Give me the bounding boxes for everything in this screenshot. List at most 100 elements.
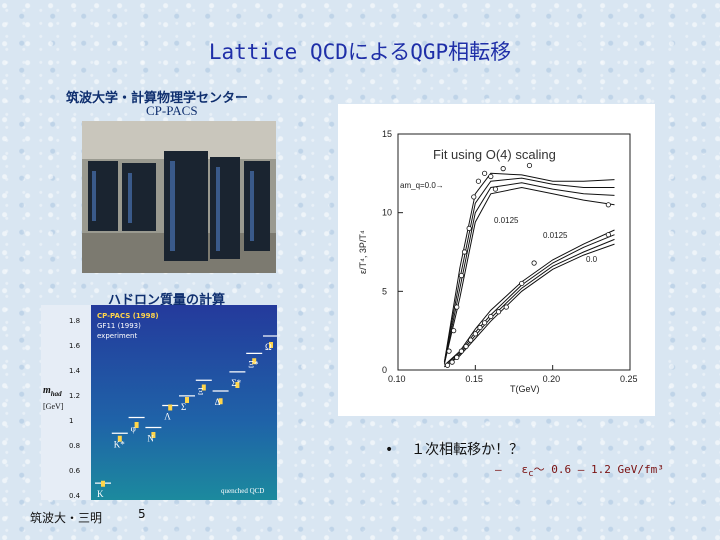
eos-data-point-upper <box>526 162 533 169</box>
sub-bullet-dash: – <box>495 463 502 476</box>
eos-data-point-upper <box>458 273 465 279</box>
computer-room-photo <box>82 121 276 273</box>
eos-series-line <box>444 229 615 366</box>
hadron-chart-plot-area <box>91 305 277 500</box>
eos-data-point-upper <box>605 202 611 208</box>
eos-data-point-lower <box>454 354 460 361</box>
hadron-particle-label: φ <box>131 424 136 434</box>
footer-author: 筑波大・三明 <box>30 511 103 525</box>
hadron-ytick-label: 1.4 <box>69 367 81 375</box>
eos-xtick-label: 0.10 <box>388 374 406 384</box>
hadron-mass-chart: mhad [GeV] 1.8 1.6 1.4 1.2 1 0.8 0.6 0.4 CP-PAC… <box>41 305 279 500</box>
hadron-cppacs-mark <box>151 432 156 438</box>
hadron-cppacs-mark <box>269 342 273 348</box>
eos-annotation-amq: am_q=0.0→ <box>400 181 444 190</box>
eos-plot-title: Fit using O(4) scaling <box>433 147 556 162</box>
eos-xtick-label: 0.20 <box>543 374 561 384</box>
eos-annotation-zero: 0.0 <box>586 255 598 264</box>
hadron-legend-gf11: GF11 (1993) <box>97 322 141 330</box>
eos-annotation-upper: 0.0125 <box>494 216 519 225</box>
sub-bullet-energy-density: – εc〜 0.6 – 1.2 GeV/fm³ <box>495 461 664 479</box>
eos-data-point-upper <box>461 249 468 255</box>
eos-xlabel: T(GeV) <box>510 384 540 394</box>
eos-data-point-upper <box>500 166 506 172</box>
page-number: 5 <box>138 507 146 521</box>
eos-xtick-label: 0.15 <box>465 374 483 384</box>
eos-data-point-upper <box>454 304 460 310</box>
eos-data-point-lower <box>495 309 502 315</box>
hadron-cppacs-mark <box>235 382 240 388</box>
hadron-cppacs-mark <box>252 358 257 365</box>
eos-data-point-upper <box>466 225 472 232</box>
hadron-particle-label: Σ <box>181 402 186 412</box>
hadron-legend-experiment: experiment <box>97 332 137 340</box>
hadron-particle-label: K <box>97 489 104 499</box>
bullet-first-order: • １次相転移か！？ <box>385 439 523 459</box>
eos-plot-frame <box>397 133 631 371</box>
hadron-legend-cppacs: CP-PACS (1998) <box>97 312 159 320</box>
eos-xtick-label: 0.25 <box>620 374 638 384</box>
eos-ylabel: ε/T⁴, 3P/T⁴ <box>358 230 368 274</box>
eos-data-point-upper <box>475 178 482 184</box>
eos-data-point-upper <box>492 186 499 192</box>
sub-bullet-value: 〜 0.6 – 1.2 GeV/fm³ <box>533 463 664 476</box>
hadron-particle-label: N <box>147 434 154 444</box>
bullet-dot: • <box>385 442 394 458</box>
machine-name: CP-PACS <box>146 103 198 118</box>
hadron-particle-label: K* <box>114 439 125 449</box>
hadron-ytick-label: 0.4 <box>69 492 81 500</box>
eos-data-point-lower <box>482 320 488 326</box>
eos-data-point-lower <box>605 232 611 238</box>
eos-series-line <box>443 172 615 363</box>
hadron-particle-label: Λ <box>164 412 171 422</box>
eos-ytick-label: 15 <box>382 129 392 139</box>
eos-ytick-label: 5 <box>382 286 387 296</box>
eos-data-point-upper <box>471 194 477 200</box>
hadron-cppacs-mark <box>134 422 139 428</box>
hadron-chart-footer: quenched QCD <box>221 487 264 495</box>
sub-bullet-epsilon-sub: c <box>528 468 534 480</box>
hadron-particle-label: Ξ <box>198 386 204 396</box>
hadron-particle-label: Ω <box>265 342 272 352</box>
svg-text:mhad: mhad <box>43 385 62 398</box>
eos-annotation-lower: 0.0125 <box>543 231 568 240</box>
eos-data-point-lower <box>458 348 465 354</box>
hadron-yunit: [GeV] <box>43 402 64 411</box>
hadron-ytick-label: 0.6 <box>69 467 81 475</box>
hadron-cppacs-mark <box>218 398 223 405</box>
hadron-ytick-label: 1.6 <box>69 342 81 350</box>
eos-data-point-upper <box>451 328 457 334</box>
eos-series-line <box>443 177 615 363</box>
sub-bullet-epsilon: ε <box>521 463 529 476</box>
eos-ytick-label: 0 <box>382 365 387 375</box>
hadron-ytick-label: 0.8 <box>69 442 80 450</box>
hadron-cppacs-mark <box>117 435 122 442</box>
hadron-cppacs-mark <box>168 404 173 411</box>
eos-data-point-upper <box>482 170 488 176</box>
hadron-particle-label: Σ* <box>231 378 241 388</box>
institution-name: 筑波大学・計算物理学センター <box>66 91 249 106</box>
hadron-particle-label: Ξ* <box>248 359 259 369</box>
eos-data-point-lower <box>503 304 509 310</box>
eos-data-point-lower <box>488 313 494 320</box>
hadron-cppacs-mark <box>201 384 206 391</box>
hadron-ytick-label: 1.8 <box>69 317 80 325</box>
hadron-ylabel-sub: had <box>51 390 62 398</box>
bullet-text: １次相転移か！？ <box>411 442 524 458</box>
eos-series-line <box>443 186 615 364</box>
eos-data-point-upper <box>446 348 452 354</box>
eos-plot-panel: Fit using O(4) scaling T(GeV) ε/T⁴, 3P/T… <box>338 104 655 416</box>
hadron-particle-label: Δ <box>215 397 221 407</box>
hadron-cppacs-mark <box>185 397 189 403</box>
hadron-cppacs-mark <box>101 480 105 487</box>
eos-data-point-lower <box>519 280 525 287</box>
hadron-ytick-label: 1 <box>69 417 73 425</box>
eos-data-point-lower <box>531 260 537 266</box>
eos-ytick-label: 10 <box>382 208 392 218</box>
slide-title: Lattice QCDによるQGP相転移 <box>208 40 512 64</box>
eos-data-point-lower <box>477 324 483 331</box>
eos-data-point-lower <box>444 362 451 368</box>
eos-data-point-lower <box>468 337 474 343</box>
eos-data-point-upper <box>488 173 494 180</box>
eos-data-point-lower <box>463 343 469 349</box>
